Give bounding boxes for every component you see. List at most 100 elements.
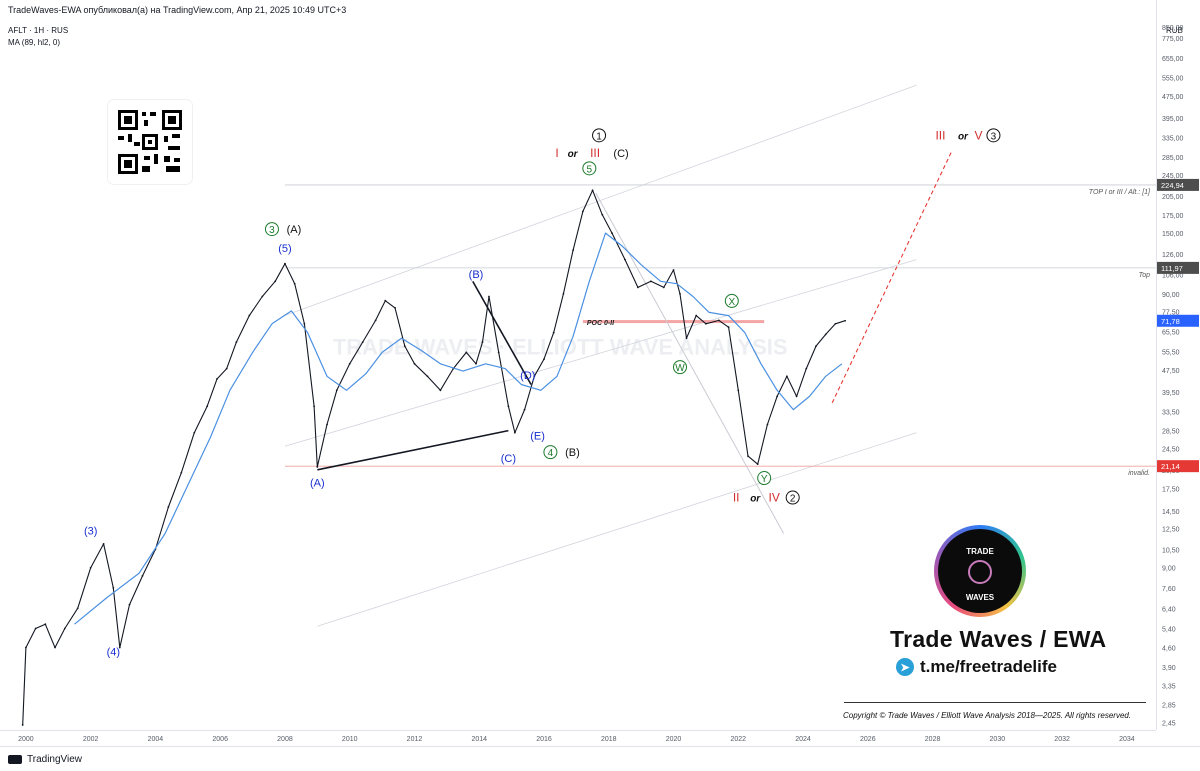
y-tick-label-12: 126,00: [1162, 252, 1184, 259]
wave-label-2-0: (3): [84, 526, 97, 538]
wave-label-17-1: or: [958, 131, 969, 142]
y-tick-label-28: 9,00: [1162, 566, 1176, 573]
time-axis[interactable]: [0, 730, 1156, 747]
tradingview-brand[interactable]: TradingView: [27, 753, 83, 765]
price-point-71: [756, 463, 759, 466]
y-tick-label-9: 205,00: [1162, 194, 1184, 201]
wave-label-15-0: Y: [761, 474, 768, 485]
price-point-37: [413, 362, 416, 365]
telegram-text[interactable]: t.me/freetradelife: [920, 657, 1057, 676]
symbol-line[interactable]: AFLT · 1H · RUS: [8, 26, 69, 35]
tradingview-logo-icon[interactable]: [8, 754, 22, 764]
wave-label-7-0: (E): [530, 430, 545, 442]
wave-label-10-0: 1: [596, 131, 602, 142]
price-point-77: [815, 345, 817, 348]
footer-bar: TradingView: [0, 746, 1200, 771]
x-tick-label-8: 2016: [536, 736, 552, 743]
channel-line-0: [284, 84, 917, 316]
wave-label-11-0: I: [555, 146, 558, 160]
x-tick-label-17: 2034: [1119, 736, 1135, 743]
price-point-17: [206, 405, 209, 408]
price-tag-0: 224,94: [1161, 181, 1184, 190]
price-point-48: [523, 408, 526, 411]
price-point-56: [601, 213, 604, 216]
badge-bottom-text: WAVES: [965, 593, 995, 602]
y-tick-label-15: 77,50: [1162, 310, 1180, 317]
y-tick-label-24: 17,50: [1162, 487, 1180, 494]
price-point-22: [261, 295, 264, 298]
x-tick-label-13: 2026: [860, 736, 876, 743]
y-tick-label-27: 10,50: [1162, 547, 1180, 554]
price-series-line: [22, 189, 846, 725]
price-point-76: [805, 367, 808, 370]
price-point-19: [225, 367, 228, 370]
price-point-80: [844, 319, 847, 322]
y-tick-label-2: 655,00: [1162, 56, 1184, 63]
price-point-35: [394, 306, 396, 309]
price-point-9: [112, 586, 115, 589]
wave-label-1-0: (5): [278, 243, 291, 255]
y-tick-label-22: 24,50: [1162, 447, 1180, 454]
price-point-73: [776, 395, 779, 398]
price-tag-2: 71,78: [1161, 317, 1180, 326]
ma-series-line: [74, 232, 843, 625]
price-point-52: [562, 292, 565, 295]
y-tick-label-11: 150,00: [1162, 231, 1184, 238]
price-tag-bg-0: [1157, 178, 1199, 191]
price-point-27: [313, 405, 315, 408]
x-tick-label-7: 2014: [471, 736, 487, 743]
price-point-30: [335, 389, 338, 392]
price-point-8: [102, 542, 105, 545]
qr-code-graphic: [118, 110, 182, 174]
y-tick-label-17: 55,50: [1162, 349, 1180, 356]
price-point-3: [44, 623, 47, 626]
copyright-text: Copyright © Trade Waves / Elliott Wave A…: [843, 711, 1132, 720]
price-point-68: [727, 326, 730, 329]
x-tick-label-12: 2024: [795, 736, 811, 743]
price-tag-bg-2: [1157, 314, 1199, 327]
price-point-58: [624, 258, 626, 261]
y-tick-label-29: 7,60: [1162, 586, 1176, 593]
y-tick-label-1: 775,00: [1162, 36, 1184, 43]
price-tag-bg-1: [1157, 261, 1199, 274]
y-tick-label-4: 475,00: [1162, 94, 1184, 101]
price-point-49: [533, 375, 536, 378]
price-point-75: [795, 395, 798, 398]
price-point-14: [167, 506, 170, 508]
badge-wave-icon: [968, 560, 992, 584]
price-point-0: [21, 724, 24, 726]
price-point-26: [303, 322, 306, 325]
indicator-line[interactable]: MA (89, hl2, 0): [8, 38, 61, 47]
brand-title: Trade Waves / EWA: [890, 626, 1107, 652]
wave-label-5-0: (B): [469, 269, 484, 281]
price-tag-bg-3: [1157, 460, 1199, 473]
wave-label-14-0: X: [728, 297, 735, 308]
wave-label-3-0: (4): [107, 647, 120, 659]
price-point-64: [685, 337, 688, 340]
price-point-41: [465, 351, 468, 354]
y-tick-label-3: 555,00: [1162, 75, 1184, 82]
x-tick-label-4: 2008: [277, 736, 293, 743]
price-point-79: [834, 322, 837, 325]
y-tick-label-7: 285,00: [1162, 155, 1184, 162]
wave-label-12-0: 5: [587, 164, 593, 175]
wave-circle-16-3: [785, 490, 800, 505]
wave-label-9-0: 4: [548, 448, 554, 459]
price-point-23: [274, 280, 277, 283]
y-tick-label-32: 4,60: [1162, 646, 1176, 653]
price-point-46: [507, 405, 510, 408]
wave-label-17-0: III: [935, 128, 945, 142]
y-tick-label-20: 33,50: [1162, 409, 1180, 416]
telegram-link[interactable]: ➤ t.me/freetradelife: [896, 657, 1057, 677]
price-axis[interactable]: [1156, 0, 1200, 730]
price-tag-3: 21,14: [1161, 462, 1180, 471]
y-tick-label-19: 39,50: [1162, 390, 1180, 397]
price-point-44: [488, 295, 490, 298]
price-point-69: [737, 389, 740, 392]
price-point-1: [25, 646, 27, 649]
wave-label-16-3: 2: [790, 494, 796, 505]
price-point-45: [497, 351, 500, 354]
x-tick-label-3: 2006: [212, 736, 228, 743]
y-tick-label-33: 3,90: [1162, 665, 1176, 672]
